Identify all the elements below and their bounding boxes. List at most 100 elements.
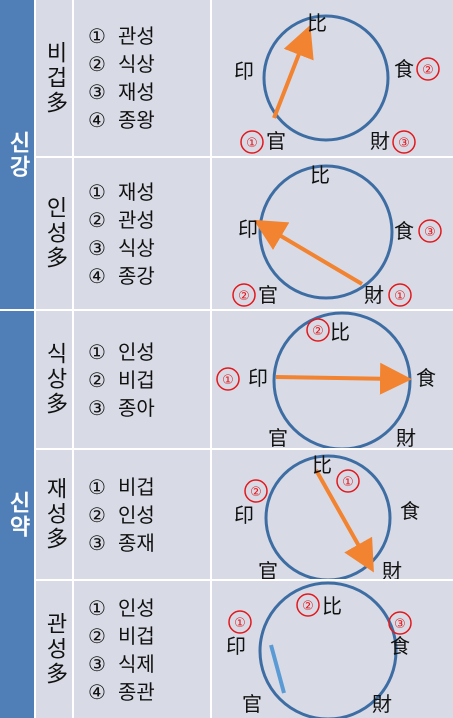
label-jae: 財: [372, 692, 392, 716]
label-in: 印: [234, 59, 254, 83]
svg-text:③: ③: [398, 136, 410, 151]
list-item: ③ 종재: [88, 530, 155, 555]
list-item: ② 비겁: [88, 367, 155, 392]
list-item: ① 관성: [88, 24, 155, 48]
list-item: ③ 종아: [88, 395, 155, 420]
label-bi: 比: [307, 11, 327, 35]
label-sik: 食: [416, 366, 436, 390]
diagram-cell: 比 食 財 官 印 ② ③ ①: [212, 0, 453, 156]
five-element-diagram: 比 食 財 官 印 ① ②: [234, 453, 420, 579]
five-element-diagram: 比 食 財 官 印 ③ ① ②: [232, 163, 442, 307]
table-row-inseong: 인성多 ① 재성 ② 관성 ③ 식상 ④ 종강 比 食 財 官 印 ③: [36, 158, 453, 309]
svg-text:②: ②: [238, 289, 250, 304]
row-name-cell: 관성多: [36, 581, 72, 718]
label-bi: 比: [330, 320, 350, 344]
element-circle: [262, 14, 390, 142]
label-sik: 食: [390, 634, 410, 658]
svg-text:②: ②: [302, 599, 314, 614]
diagram-cell: 比 食 財 官 印 ③ ① ②: [212, 158, 453, 309]
number-mark: [228, 610, 252, 634]
group-label-strong: 신강: [0, 0, 34, 309]
svg-text:②: ②: [312, 324, 324, 339]
five-element-diagram: 比 食 財 官 印 ② ③ ①: [234, 11, 440, 154]
number-mark: [216, 367, 240, 391]
label-gwan: 官: [268, 426, 288, 448]
row-name-cell: 인성多: [36, 158, 72, 309]
label-jae: 財: [370, 129, 390, 153]
label-sik: 食: [400, 499, 420, 523]
svg-text:②: ②: [422, 63, 434, 78]
label-gwan: 官: [258, 283, 278, 307]
list-item: ② 식상: [88, 52, 155, 76]
arrow: [272, 24, 314, 119]
arrow: [253, 219, 364, 286]
number-mark: [418, 219, 442, 243]
blue-line: [269, 644, 286, 694]
number-mark: [388, 283, 412, 307]
row-name-cell: 식상多: [36, 311, 72, 448]
table-row-gwanseong: 관성多 ① 인성 ② 비겁 ③ 식제 ④ 종관 比 食 財 官 印 ② ③: [36, 581, 453, 718]
list-item: ④ 종왕: [88, 108, 155, 132]
row-name-cell: 재성多: [36, 450, 72, 579]
option-list-cell: ① 인성 ② 비겁 ③ 식제 ④ 종관: [74, 581, 210, 718]
label-bi: 比: [310, 163, 330, 187]
row-name-cell: 비겁多: [36, 0, 72, 156]
number-mark: [388, 611, 412, 635]
label-in: 印: [248, 366, 268, 390]
list-item: ① 인성: [88, 339, 155, 364]
diagram-cell: 比 食 財 官 印 ② ③ ①: [212, 581, 453, 718]
group-label-weak: 신약: [0, 311, 34, 718]
svg-text:①: ①: [342, 475, 354, 490]
list-item: ① 인성: [88, 595, 155, 620]
number-mark: [392, 130, 416, 154]
diagram-cell: 比 食 財 官 印 ② ①: [212, 311, 453, 448]
element-circle: [264, 454, 392, 579]
svg-text:③: ③: [394, 617, 406, 632]
number-mark: [232, 283, 256, 307]
label-sik: 食: [394, 57, 414, 81]
list-item: ① 비겁: [88, 474, 155, 499]
svg-text:③: ③: [424, 225, 436, 240]
label-bi: 比: [312, 453, 332, 477]
label-in: 印: [226, 634, 246, 658]
label-in: 印: [234, 503, 254, 527]
label-gwan: 官: [258, 559, 278, 579]
svg-text:②: ②: [250, 485, 262, 500]
list-item: ① 재성: [88, 179, 155, 204]
option-list-cell: ① 인성 ② 비겁 ③ 종아: [74, 311, 210, 448]
list-item: ③ 식상: [88, 235, 155, 260]
list-item: ④ 종강: [88, 263, 155, 288]
label-jae: 財: [396, 426, 416, 448]
list-item: ② 인성: [88, 502, 155, 527]
number-mark: [244, 479, 268, 503]
option-list-cell: ① 관성 ② 식상 ③ 재성 ④ 종왕: [74, 0, 210, 156]
five-element-diagram: 比 食 財 官 印 ② ①: [216, 311, 436, 448]
svg-text:①: ①: [222, 373, 234, 388]
label-gwan: 官: [242, 692, 262, 716]
list-item: ③ 식제: [88, 651, 155, 676]
label-gwan: 官: [266, 129, 286, 153]
label-in: 印: [238, 217, 258, 241]
svg-text:①: ①: [234, 616, 246, 631]
diagram-cell: 比 食 財 官 印 ① ②: [212, 450, 453, 579]
label-bi: 比: [322, 594, 342, 618]
list-item: ② 관성: [88, 207, 155, 232]
five-element-diagram: 比 食 財 官 印 ② ③ ①: [226, 581, 412, 718]
list-item: ② 비겁: [88, 623, 155, 648]
number-mark: [306, 318, 330, 342]
option-list-cell: ① 비겁 ② 인성 ③ 종재: [74, 450, 210, 579]
label-sik: 食: [394, 219, 414, 243]
svg-text:①: ①: [394, 289, 406, 304]
element-circle: [258, 581, 398, 718]
number-mark: [416, 57, 440, 81]
number-mark: [336, 469, 360, 493]
table-row-jaeseong: 재성多 ① 비겁 ② 인성 ③ 종재 比 食 財 官 印 ① ②: [36, 450, 453, 579]
option-list-cell: ① 재성 ② 관성 ③ 식상 ④ 종강: [74, 158, 210, 309]
svg-text:①: ①: [246, 136, 258, 151]
table-row-bigeop: 비겁多 ① 관성 ② 식상 ③ 재성 ④ 종왕 比 食 財 官 印 ②: [36, 0, 453, 156]
list-item: ④ 종관: [88, 679, 155, 704]
number-mark: [296, 593, 320, 617]
arrow: [275, 362, 412, 395]
label-jae: 財: [364, 283, 384, 307]
